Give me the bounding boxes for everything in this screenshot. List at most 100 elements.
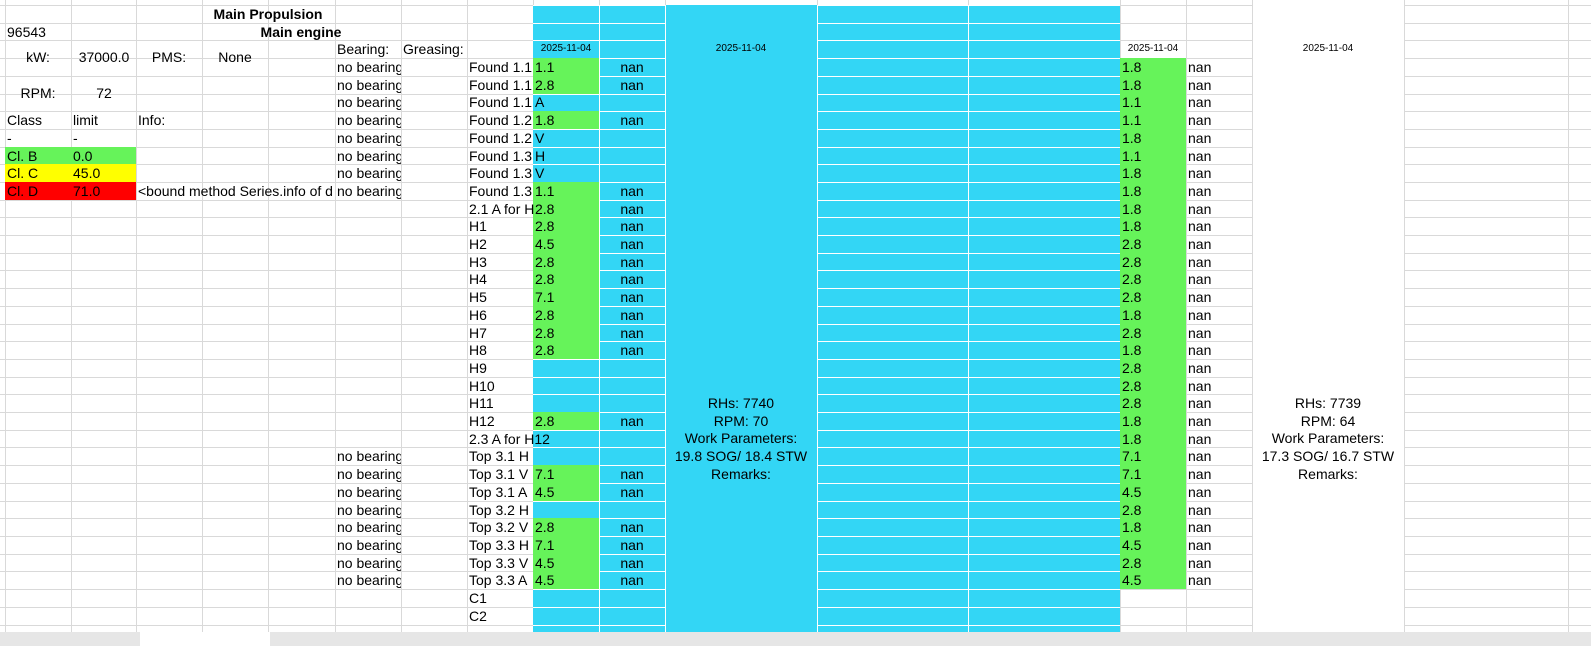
nan-cell-2[interactable]: nan [1188,325,1212,341]
point-cell[interactable]: Found 1.1 [469,94,533,110]
sheet-tab-active[interactable] [140,632,270,646]
point-cell[interactable]: H2 [469,236,487,252]
point-cell[interactable]: Found 1.2 [469,130,533,146]
date-4[interactable]: 2025-11-04 [1302,43,1354,54]
title-engine[interactable]: Main engine [260,24,342,40]
nan-cell[interactable]: nan [620,183,644,199]
value-cell-2[interactable]: 1.1 [1120,147,1186,165]
nan-cell-2[interactable]: nan [1188,165,1212,181]
value-cell[interactable]: V [535,165,545,181]
nan-cell-2[interactable]: nan [1188,218,1212,234]
value-cell[interactable] [533,589,599,607]
bearing-cell[interactable]: no bearing [337,112,401,128]
kw-value[interactable]: 37000.0 [78,49,130,65]
date-2[interactable]: 2025-11-04 [715,43,767,54]
bearing-cell[interactable] [335,359,401,377]
nan-cell[interactable]: nan [620,218,644,234]
value-cell[interactable]: H [535,148,546,164]
nan-cell[interactable]: nan [620,342,644,358]
nan-cell-2[interactable]: nan [1188,395,1212,411]
bearing-cell[interactable] [335,607,401,625]
nan-cell[interactable]: nan [620,59,644,75]
nan-cell-2[interactable] [1186,589,1252,607]
sheet-tab-bar[interactable] [0,632,1591,646]
point-cell[interactable]: C2 [469,608,487,624]
bearing-cell[interactable]: no bearing [337,555,401,571]
value-cell-2[interactable]: 2.8 [1120,377,1186,395]
value-cell[interactable]: 2.8 [533,253,599,271]
value-cell-2[interactable]: 2.8 [1120,394,1186,412]
point-cell[interactable]: Found 1.3 [469,148,533,164]
greasing-label[interactable]: Greasing: [403,41,464,57]
nan-cell[interactable]: nan [620,413,644,429]
value-cell[interactable]: 2.8 [533,76,599,94]
nan-cell-2[interactable]: nan [1188,537,1212,553]
nan-cell-2[interactable]: nan [1188,77,1212,93]
nan-cell-2[interactable]: nan [1188,59,1212,75]
bearing-cell[interactable]: no bearing [337,94,401,110]
nan-cell-2[interactable]: nan [1188,342,1212,358]
pms-label[interactable]: PMS: [151,49,187,65]
point-cell[interactable]: H12 [469,413,495,429]
point-cell[interactable]: C1 [469,590,487,606]
nan-cell[interactable]: nan [620,289,644,305]
nan-cell-2[interactable]: nan [1188,484,1212,500]
nan-cell-2[interactable]: nan [1188,94,1212,110]
value-cell[interactable]: 4.5 [533,554,599,572]
value-cell-2[interactable]: 2.8 [1120,359,1186,377]
value-cell-2[interactable]: 2.8 [1120,235,1186,253]
point-cell[interactable]: Top 3.3 A [469,572,528,588]
bearing-cell[interactable] [335,377,401,395]
value-cell-2[interactable]: 1.8 [1120,200,1186,218]
nan-cell-2[interactable]: nan [1188,307,1212,323]
bearing-cell[interactable]: no bearing [337,165,401,181]
bearing-cell[interactable] [335,235,401,253]
bearing-cell[interactable] [335,288,401,306]
bearing-cell[interactable] [335,394,401,412]
bearing-cell[interactable] [335,306,401,324]
nan-cell-2[interactable]: nan [1188,413,1212,429]
point-cell[interactable]: H11 [469,395,494,411]
value-cell[interactable]: V [535,130,545,146]
point-cell[interactable]: Top 3.1 V [469,466,529,482]
nan-cell[interactable] [599,447,665,465]
bearing-cell[interactable]: no bearing [337,148,401,164]
value-cell[interactable]: 7.1 [533,465,599,483]
value-cell[interactable]: 2.8 [533,324,599,342]
point-cell[interactable]: H3 [469,254,487,270]
nan-cell-2[interactable]: nan [1188,466,1212,482]
bearing-cell[interactable]: no bearing [337,502,401,518]
nan-cell-2[interactable]: nan [1188,130,1212,146]
value-cell[interactable]: 1.1 [533,182,599,200]
nan-cell[interactable] [599,93,665,111]
nan-cell[interactable] [599,430,665,448]
point-cell[interactable]: H5 [469,289,487,305]
value-cell-2[interactable]: 4.5 [1120,571,1186,589]
nan-cell[interactable] [599,607,665,625]
bearing-cell[interactable] [335,253,401,271]
point-cell[interactable]: Found 1.1 [469,77,533,93]
point-cell[interactable]: Top 3.2 V [469,519,529,535]
value-cell-2[interactable]: 1.8 [1120,182,1186,200]
class-limit[interactable]: - [73,130,78,146]
point-cell[interactable]: Top 3.1 H [469,448,529,464]
nan-cell[interactable]: nan [620,112,644,128]
bearing-cell[interactable]: no bearing [337,572,401,588]
value-cell[interactable]: 7.1 [533,288,599,306]
info-header[interactable]: Info: [138,112,166,128]
value-cell[interactable] [533,501,599,519]
nan-cell[interactable] [599,359,665,377]
value-cell-2[interactable]: 1.8 [1120,341,1186,359]
value-cell[interactable]: 2.8 [533,200,599,218]
bearing-cell[interactable]: no bearing [337,59,401,75]
value-cell-2[interactable] [1120,589,1186,607]
value-cell-2[interactable]: 1.8 [1120,58,1186,76]
value-cell-2[interactable]: 1.8 [1120,412,1186,430]
value-cell-2[interactable]: 1.8 [1120,164,1186,182]
value-cell[interactable] [533,359,599,377]
point-cell[interactable]: 2.1 A for H [469,201,535,217]
value-cell-2[interactable] [1120,607,1186,625]
bearing-cell[interactable]: no bearing [337,484,401,500]
nan-cell[interactable] [599,394,665,412]
value-cell[interactable]: 4.5 [533,235,599,253]
